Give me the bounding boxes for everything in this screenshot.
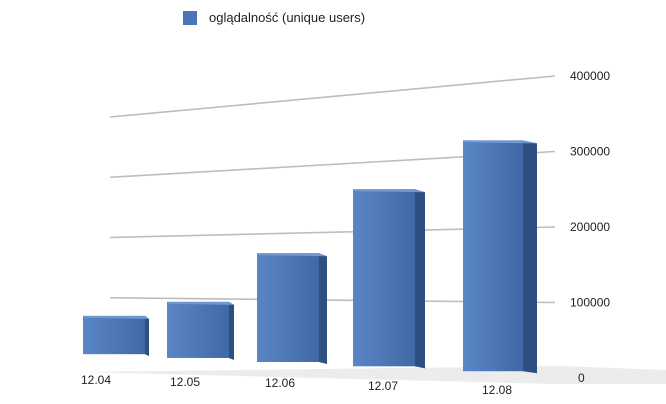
bar-side [229, 301, 234, 360]
x-tick-label: 12.06 [265, 376, 295, 390]
bar-side [415, 189, 425, 369]
legend-label: oglądalność (unique users) [209, 10, 366, 25]
x-tick-label: 12.05 [170, 375, 200, 389]
y-tick-label: 400000 [570, 69, 610, 83]
bar-side [145, 315, 149, 357]
bar-top [83, 315, 149, 319]
bar-top [167, 301, 234, 305]
bars [83, 140, 537, 374]
chart-legend: oglądalność (unique users) [183, 10, 365, 25]
bar [167, 301, 229, 358]
y-tick-label: 300000 [570, 145, 610, 159]
bar-side [319, 253, 327, 364]
bar-top [463, 140, 537, 144]
x-tick-label: 12.04 [81, 373, 111, 387]
y-tick-label: 0 [578, 371, 585, 385]
bar-top [353, 189, 425, 193]
y-tick-label: 100000 [570, 296, 610, 310]
y-axis-ticks: 0 100000 200000 300000 400000 [570, 69, 610, 385]
y-tick-label: 200000 [570, 220, 610, 234]
bar [83, 315, 145, 355]
bar [463, 140, 523, 372]
x-axis-ticks: 12.04 12.05 12.06 12.07 12.08 [81, 373, 512, 397]
x-tick-label: 12.08 [482, 383, 512, 397]
bar [353, 189, 415, 367]
x-tick-label: 12.07 [368, 379, 398, 393]
gridline [109, 75, 556, 118]
bar-top [257, 253, 327, 257]
bar [257, 253, 319, 362]
legend-swatch [183, 10, 197, 25]
bar-side [523, 140, 537, 374]
